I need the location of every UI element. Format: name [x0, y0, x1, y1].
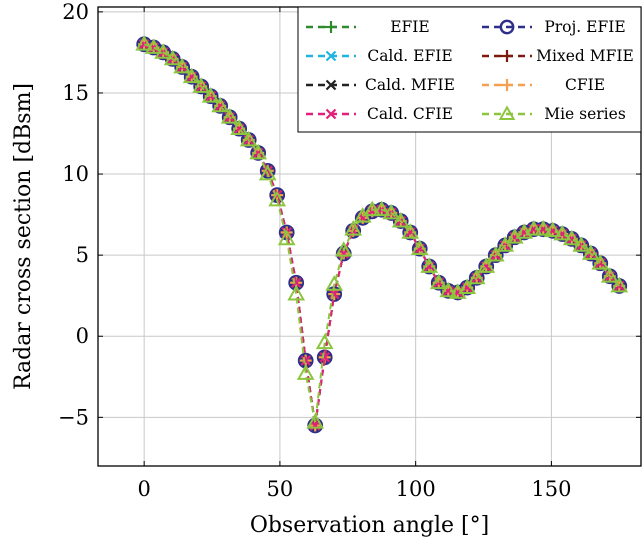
- x-axis-label: Observation angle [°]: [250, 513, 489, 538]
- point-mie-series: [277, 229, 296, 246]
- y-tick-label: 15: [62, 81, 89, 105]
- x-tick-label: 50: [267, 477, 294, 501]
- point-mie-series: [344, 220, 363, 236]
- legend-marker: [501, 50, 513, 62]
- point-mie-series: [429, 273, 448, 290]
- legend-label: Mie series: [544, 105, 626, 123]
- legend-entry-cald-efie: Cald. EFIE: [306, 47, 453, 65]
- legend-marker: [325, 79, 337, 91]
- series-layer: [135, 35, 629, 434]
- point-mie-series: [458, 278, 477, 294]
- legend-entry-efie: EFIE: [306, 18, 430, 36]
- point-mie-series: [572, 236, 591, 252]
- series-mie-series: [135, 35, 629, 429]
- point-mie-series: [287, 284, 306, 301]
- point-mie-series: [173, 57, 192, 74]
- point-mie-series: [477, 257, 496, 273]
- x-tick-label: 150: [531, 477, 571, 501]
- point-mie-series: [192, 77, 211, 93]
- point-mie-series: [249, 143, 268, 160]
- point-mie-series: [325, 275, 344, 291]
- y-tick-label: −5: [58, 405, 89, 429]
- legend-marker: [501, 79, 513, 91]
- point-mie-series: [581, 244, 600, 260]
- point-mie-series: [401, 223, 420, 239]
- point-mie-series: [372, 200, 391, 217]
- point-mie-series: [334, 241, 353, 257]
- y-tick-label: 0: [76, 324, 89, 348]
- point-mie-series: [154, 43, 173, 59]
- point-mie-series: [135, 35, 154, 51]
- point-mie-series: [410, 239, 429, 256]
- point-mie-series: [211, 96, 230, 113]
- point-mie-series: [296, 364, 315, 380]
- legend-label: EFIE: [390, 18, 430, 36]
- point-mie-series: [315, 333, 334, 350]
- point-mie-series: [553, 224, 572, 241]
- legend-label: CFIE: [565, 76, 605, 94]
- legend-label: Cald. EFIE: [367, 47, 452, 65]
- point-mie-series: [268, 190, 287, 207]
- legend-label: Mixed MFIE: [536, 47, 634, 65]
- x-tick-label: 0: [137, 477, 150, 501]
- point-mie-series: [439, 281, 458, 298]
- legend-entry-cfie: CFIE: [482, 76, 605, 94]
- point-mie-series: [220, 108, 239, 124]
- point-mie-series: [524, 220, 543, 236]
- legend-marker: [499, 19, 515, 35]
- legend: EFIE Proj. EFIE Cald. EFIE Mixed MFIE Cald. …: [297, 6, 642, 133]
- legend-entry-cald-mfie: Cald. MFIE: [306, 76, 455, 94]
- point-mie-series: [420, 257, 439, 273]
- point-mie-series: [600, 267, 619, 283]
- point-cald-cfie: [300, 355, 311, 366]
- point-mie-series: [230, 119, 249, 136]
- legend-marker: [325, 50, 337, 62]
- point-mie-series: [182, 67, 201, 84]
- point-mie-series: [562, 229, 581, 246]
- ticks: 0 50 100 150 −5 0 5 10 15 20: [58, 0, 641, 501]
- point-mie-series: [543, 221, 562, 238]
- legend-marker: [325, 108, 337, 120]
- legend-entry-proj-efie: Proj. EFIE: [482, 18, 626, 36]
- legend-label: Cald. MFIE: [365, 76, 455, 94]
- point-mie-series: [610, 276, 629, 293]
- point-mie-series: [467, 268, 486, 285]
- point-mie-series: [144, 38, 163, 54]
- point-mie-series: [486, 245, 505, 262]
- legend-entry-cald-cfie: Cald. CFIE: [306, 105, 453, 123]
- legend-label: Proj. EFIE: [544, 18, 625, 36]
- y-axis-label: Radar cross section [dBsm]: [11, 83, 36, 390]
- point-mie-series: [534, 220, 553, 236]
- point-mie-series: [391, 211, 410, 228]
- y-tick-label: 10: [62, 162, 89, 186]
- legend-entry-mixed-mfie: Mixed MFIE: [482, 47, 634, 65]
- point-mie-series: [163, 49, 182, 66]
- legend-marker: [498, 105, 516, 120]
- point-mie-series: [591, 254, 610, 270]
- point-cald-cfie: [319, 352, 330, 363]
- point-mie-series: [201, 87, 220, 103]
- legend-label: Cald. CFIE: [367, 105, 453, 123]
- point-mie-series: [382, 203, 401, 220]
- y-tick-label: 20: [62, 0, 89, 24]
- point-mie-series: [306, 413, 325, 429]
- y-tick-label: 5: [76, 243, 89, 267]
- x-tick-label: 100: [396, 477, 436, 501]
- point-mie-series: [258, 164, 277, 181]
- point-mie-series: [363, 200, 382, 217]
- point-mie-series: [239, 130, 258, 147]
- legend-entry-mie-series: Mie series: [482, 105, 626, 123]
- point-mie-series: [496, 236, 515, 252]
- legend-marker: [325, 21, 337, 33]
